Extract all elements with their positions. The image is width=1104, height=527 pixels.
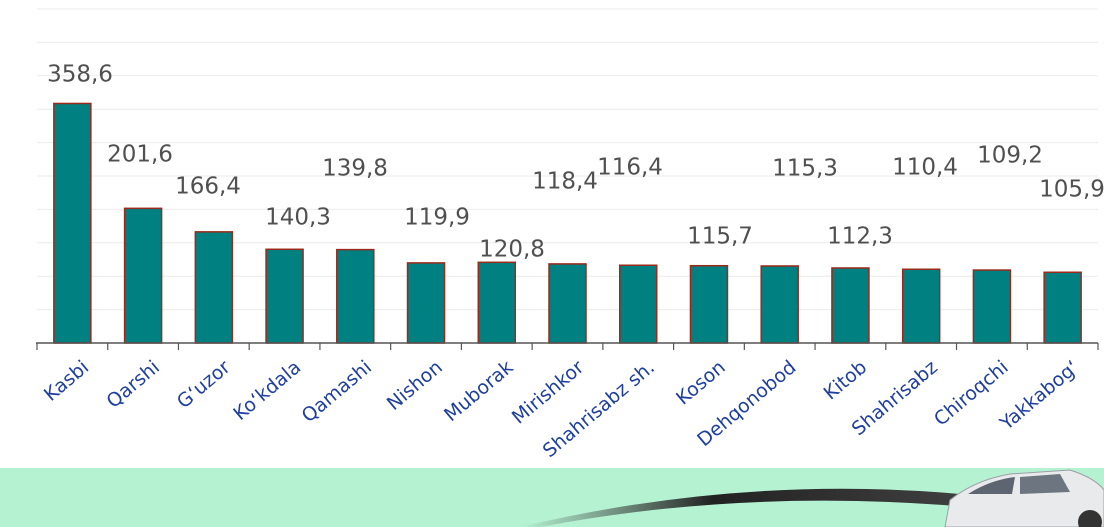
data-label: 115,7	[687, 224, 753, 250]
data-label: 116,4	[597, 155, 663, 181]
data-label: 140,3	[265, 205, 331, 231]
decor-swoosh	[520, 488, 1000, 527]
bar	[406, 262, 446, 344]
x-tick-label: Kasbi	[40, 356, 93, 406]
data-label: 105,9	[1039, 177, 1104, 203]
bar	[548, 263, 587, 344]
x-tick-label: Muborak	[440, 356, 517, 426]
x-tick-label: Kitob	[820, 356, 872, 404]
bar	[194, 231, 234, 344]
bar	[972, 269, 1012, 344]
x-tick-label: Qarshi	[102, 356, 163, 412]
data-label: 119,9	[404, 205, 470, 231]
data-label: 109,2	[977, 143, 1043, 169]
x-tick-label: Koson	[672, 356, 730, 409]
bar	[53, 102, 92, 344]
data-label: 201,6	[107, 142, 173, 168]
x-tick-label: Nishon	[383, 356, 447, 415]
x-tick-label: Ko‘kdala	[229, 356, 305, 425]
bar	[689, 264, 729, 344]
bar	[618, 264, 658, 344]
x-tick-label: G‘uzor	[173, 356, 235, 413]
bar	[336, 248, 375, 344]
bar	[1043, 271, 1082, 344]
data-label: 118,4	[532, 169, 598, 195]
bar	[265, 248, 304, 344]
data-label: 358,6	[47, 62, 113, 88]
data-label: 115,3	[772, 156, 838, 182]
data-label: 166,4	[175, 174, 241, 200]
data-label: 139,8	[322, 156, 388, 182]
x-tick-label: Qamashi	[298, 356, 376, 427]
bar	[477, 261, 517, 344]
bar	[760, 265, 799, 344]
car-illustration	[944, 469, 1104, 527]
data-label: 120,8	[479, 237, 545, 263]
data-label: 110,4	[892, 155, 958, 181]
bar	[831, 267, 870, 344]
data-label: 112,3	[827, 224, 893, 250]
bar	[901, 268, 941, 344]
bar	[123, 207, 163, 344]
